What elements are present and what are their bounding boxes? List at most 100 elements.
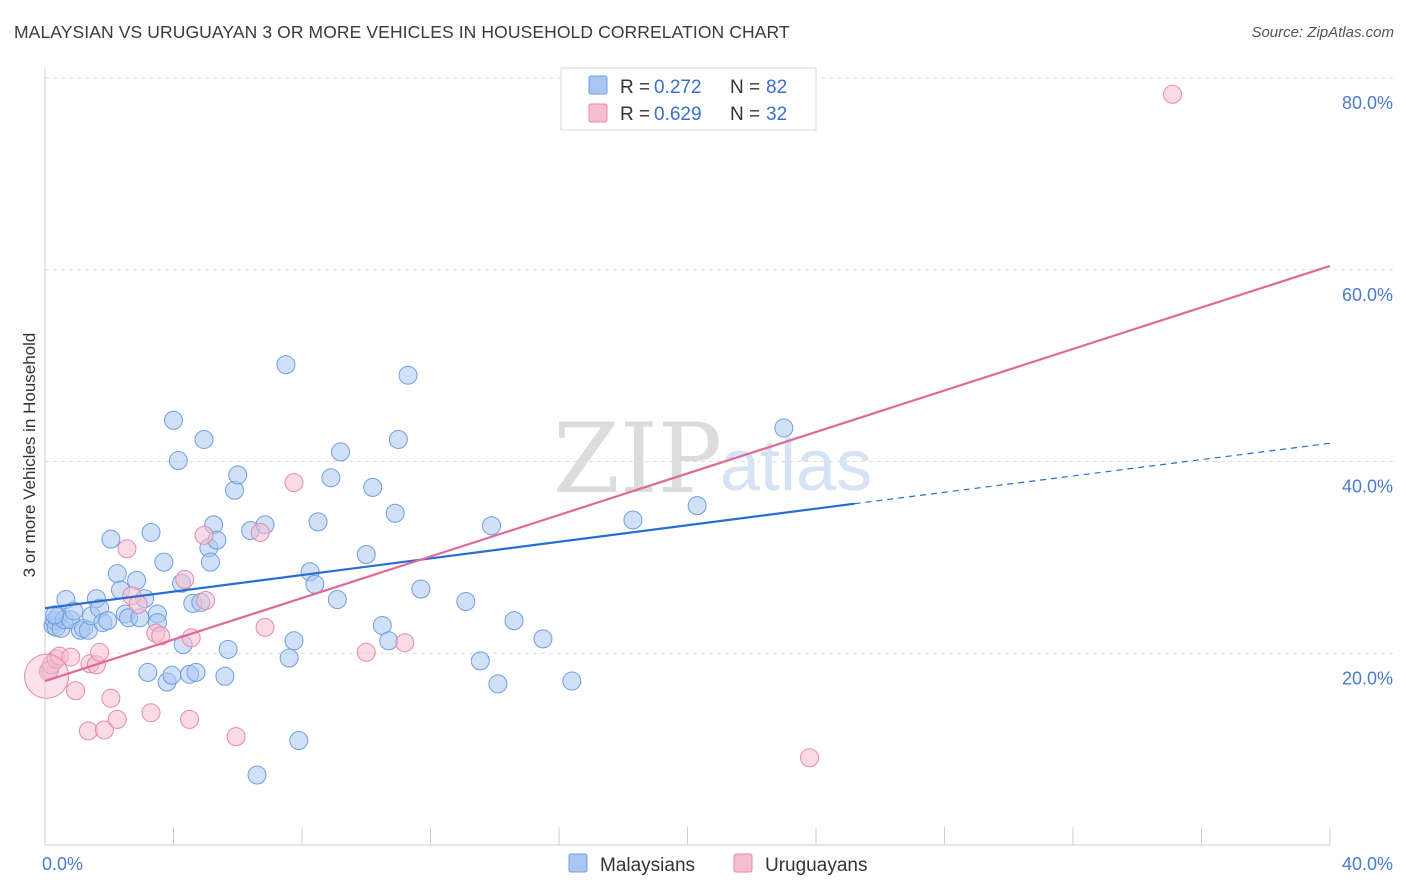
malaysians-point [284, 631, 304, 651]
uruguayans-point [226, 727, 246, 747]
trend-line-malaysians-extension [854, 442, 1331, 505]
trend-lines [44, 264, 1331, 683]
x-tick-labels: 0.0% 40.0% [42, 854, 1393, 874]
malaysians-point [327, 590, 347, 610]
uruguayans-point [107, 709, 127, 729]
malaysians-point [141, 522, 161, 542]
uruguayans-point [117, 539, 137, 559]
malaysians-point [225, 480, 245, 500]
malaysians-point [398, 365, 418, 385]
source-credit: Source: ZipAtlas.com [1251, 24, 1394, 41]
malaysians-point [774, 418, 794, 438]
malaysians-point [388, 429, 408, 449]
uruguayans-point [180, 709, 200, 729]
y-tick-label-60: 60.0% [1342, 285, 1393, 305]
legend-n-value-malaysians: 82 [766, 77, 787, 98]
legend-r-value-uruguayans: 0.629 [654, 104, 702, 125]
legend-r-value-malaysians: 0.272 [654, 77, 702, 98]
uruguayans-point [194, 525, 214, 545]
chart-title: MALAYSIAN VS URUGUAYAN 3 OR MORE VEHICLE… [14, 22, 790, 42]
uruguayans-point [1163, 84, 1183, 104]
watermark-zip: ZIP [553, 403, 722, 515]
malaysians-point [168, 451, 188, 471]
malaysians-point [411, 579, 431, 599]
malaysians-point [385, 503, 405, 523]
malaysians-point [154, 552, 174, 572]
legend-swatch-uruguayans [588, 103, 608, 123]
uruguayans-point [141, 703, 161, 723]
malaysians-point [331, 442, 351, 462]
legend-r-label-uruguayans: R = [620, 104, 655, 125]
malaysians-point [218, 639, 238, 659]
uruguayans-point [356, 642, 376, 662]
malaysians-point [164, 410, 183, 430]
bottom-legend-swatch-uruguayans [733, 853, 753, 873]
malaysians-point [289, 730, 309, 750]
y-tick-label-80: 80.0% [1342, 93, 1393, 113]
malaysians-point [186, 662, 206, 682]
malaysians-point [276, 355, 296, 375]
y-tick-labels: 20.0% 40.0% 60.0% 80.0% [1342, 93, 1393, 688]
legend-r-label-malaysians: R = [620, 77, 655, 98]
malaysians-point [482, 516, 502, 536]
malaysians-point [356, 544, 376, 564]
uruguayans-point [395, 633, 415, 653]
x-tick-label-max: 40.0% [1342, 854, 1393, 874]
uruguayans-point [94, 720, 114, 740]
uruguayans-point [255, 617, 275, 637]
malaysians-point [533, 629, 553, 649]
malaysians-point [215, 666, 235, 686]
malaysians-point [64, 601, 84, 621]
bottom-legend: Malaysians Uruguayans [568, 853, 867, 876]
malaysians-point [321, 468, 341, 488]
malaysians-point [247, 765, 267, 785]
malaysians-point [138, 662, 158, 682]
watermark: ZIP atlas [553, 403, 872, 515]
uruguayans-point [61, 647, 81, 667]
uruguayans-point [151, 626, 171, 646]
uruguayans-point-cluster [24, 653, 70, 699]
uruguayans-point [800, 748, 820, 768]
malaysians-point [363, 477, 383, 497]
uruguayans-point [90, 642, 110, 662]
uruguayans-point [284, 473, 304, 493]
uruguayans-point [78, 721, 98, 741]
malaysians-point [379, 631, 399, 651]
grid-lines [45, 77, 1395, 654]
y-axis-title: 3 or more Vehicles in Household [20, 333, 39, 578]
series-uruguayans-points [24, 84, 1183, 768]
malaysians-point [305, 574, 325, 594]
trend-line-malaysians [44, 502, 855, 610]
bottom-legend-swatch-malaysians [568, 853, 588, 873]
uruguayans-point [196, 591, 216, 611]
malaysians-point [488, 674, 508, 694]
malaysians-point [101, 529, 121, 549]
malaysians-point [687, 496, 707, 516]
uruguayans-point [101, 688, 121, 708]
malaysians-point [470, 651, 490, 671]
y-tick-label-20: 20.0% [1342, 668, 1393, 688]
y-tick-label-40: 40.0% [1342, 477, 1393, 497]
bottom-legend-label-uruguayans: Uruguayans [765, 855, 867, 876]
legend-n-label-malaysians: N = [730, 77, 765, 98]
axes [44, 68, 1331, 846]
legend-n-label-uruguayans: N = [730, 104, 765, 125]
malaysians-point [308, 512, 328, 532]
legend-n-value-uruguayans: 32 [766, 104, 787, 125]
x-tick-label-min: 0.0% [42, 854, 83, 874]
legend: R = 0.272 N = 82 R = 0.629 N = 32 [560, 67, 817, 131]
bottom-legend-label-malaysians: Malaysians [600, 855, 695, 876]
malaysians-point [279, 648, 299, 668]
malaysians-point [107, 564, 127, 584]
malaysians-point [456, 591, 476, 611]
malaysians-point [623, 510, 643, 530]
malaysians-point [504, 611, 524, 631]
uruguayans-point [175, 569, 195, 589]
malaysians-point [228, 465, 248, 485]
trend-line-uruguayans [44, 264, 1331, 683]
malaysians-point [162, 665, 182, 685]
uruguayans-point [250, 522, 270, 542]
malaysians-point [194, 429, 214, 449]
malaysians-point [200, 552, 220, 572]
